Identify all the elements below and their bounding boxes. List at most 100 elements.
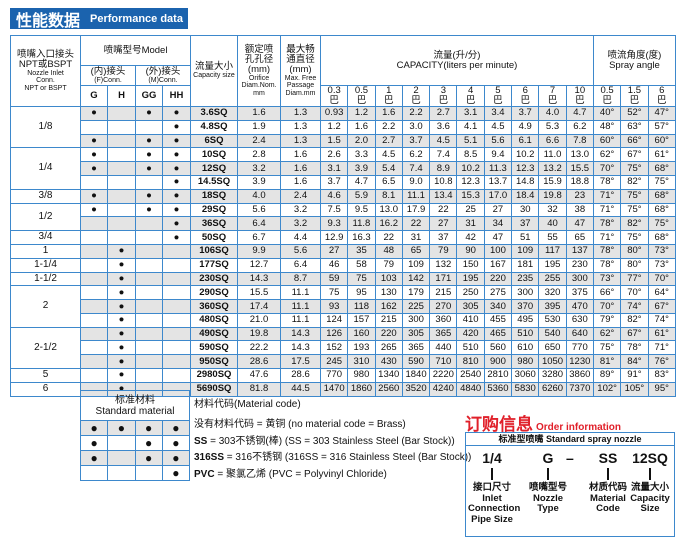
conn-hh-cell: ● [162,230,191,245]
capacity-cell: 4.6 [319,188,349,204]
order-part-label: Type [537,503,559,515]
passage-cell: 1.3 [280,105,321,121]
header-angle-pressure: 1.5 巴 [620,85,649,107]
conn-gg-cell: ● [135,133,163,149]
capacity-cell: 540 [538,326,567,342]
capacity-cell: 3.1 [456,105,485,121]
available-dot-icon: ● [173,148,180,160]
capacity-cell: 590 [401,354,431,370]
header-orifice: 额定喷 孔孔径 (mm) Orifice Diam.Nom. mm [237,35,281,107]
order-part-label: Pipe Size [471,513,513,525]
capacity-cell: 31 [401,230,431,245]
order-part: 12SQ 流量大小 Capacity Size [626,450,674,515]
available-dot-icon: ● [90,436,98,450]
capacity-cell: 79 [374,257,403,273]
model-cell: 4.8SQ [190,119,238,135]
angle-cell: 79° [592,312,622,328]
capacity-cell: 5830 [511,381,540,397]
conn-h-cell: ● [107,299,136,314]
material-row: ● ● ● [79,435,191,451]
capacity-cell: 4.5 [429,133,458,149]
header-conn-hh: HH [162,85,191,107]
capacity-cell: 65 [401,243,431,259]
capacity-cell: 3.4 [483,105,513,121]
orifice-cell: 6.4 [237,216,281,232]
header-pressure: 0.3 巴 [319,85,349,107]
angle-cell: 47° [647,105,676,121]
capacity-cell: 193 [347,340,376,356]
conn-gg-cell [135,271,163,287]
capacity-cell: 5.1 [456,133,485,149]
material-cell [107,450,136,466]
table-row: 1 ● 106SQ 9.9 5.6 27 35 48 65 79 90 100 109 117 137 78°… [10,243,676,259]
pressure-value: 1 [386,85,392,96]
capacity-cell: 4.9 [511,119,540,135]
capacity-cell: 310 [347,354,376,370]
capacity-cell: 59 [319,271,349,287]
standard-material-table: 标准材料 Standard material ● ● ● ● ● ● ● ● ● ● ● [79,390,191,481]
table-row: 3/4 ● 50SQ 6.7 4.4 12.9 16.3 22 31 37 42 47 51 55 65 71… [10,230,676,245]
capacity-cell: 255 [538,271,567,287]
header-line: (F)Conn. [94,76,122,84]
header-pressure: 0.5 巴 [347,85,376,107]
capacity-cell: 1.2 [319,119,349,135]
capacity-cell: 900 [483,354,513,370]
capacity-cell: 305 [401,326,431,342]
available-dot-icon: ● [173,217,180,229]
header-model: 喷嘴型号Model [80,35,191,66]
available-dot-icon: ● [146,134,152,146]
conn-hh-cell [162,299,191,314]
capacity-cell: 118 [347,299,376,314]
capacity-cell: 370 [511,299,540,314]
available-dot-icon: ● [145,436,153,450]
capacity-cell: 1840 [401,368,431,383]
capacity-cell: 90 [456,243,485,259]
capacity-cell: 3.9 [347,161,376,176]
header-line: (外)接头 [145,65,181,77]
pressure-value: 4 [467,85,474,96]
table-row: ● 4.8SQ 1.9 1.3 1.2 1.6 2.2 3.0 3.6 4.1 4.5 4.9 5.3 6… [11,119,676,135]
capacity-cell: 100 [483,243,513,259]
capacity-cell: 12.3 [456,174,485,190]
angle-cell: 71° [592,230,622,245]
orifice-cell: 1.6 [237,105,281,121]
capacity-cell: 640 [565,326,594,342]
capacity-cell: 3.7 [319,174,349,190]
angle-cell: 71° [592,202,622,218]
table-row: ● ● ● 6SQ 2.4 1.3 1.5 2.0 2.7 3.7 4.5 5.1 5.6 6.1 6.6 7… [11,133,676,149]
pressure-unit: 巴 [465,94,476,106]
capacity-cell: 420 [456,326,485,342]
material-code-legend: 材料代码(Material code) 没有材料代码 = 黄铜 (no mater… [194,400,471,486]
capacity-cell: 130 [374,285,403,301]
conn-hh-cell: ● [162,133,191,149]
capacity-cell: 3280 [538,368,567,383]
capacity-cell: 320 [538,285,567,301]
capacity-cell: 103 [374,271,403,287]
header-line: (内)接头 [90,65,126,77]
angle-cell: 70° [620,285,649,301]
conn-g-cell [80,230,108,245]
conn-hh-cell: ● [162,174,191,190]
capacity-cell: 95 [347,285,376,301]
angle-cell: 70° [592,299,622,314]
header-line: 流量大小 [194,61,233,73]
available-dot-icon: ● [172,466,180,480]
header-line: 喷嘴入口接头 [16,48,74,60]
conn-h-cell: ● [107,340,136,356]
capacity-cell: 16.3 [347,230,376,245]
conn-gg-cell [135,257,163,273]
capacity-cell: 2.2 [374,119,403,135]
header-line: Diam.mm [285,89,316,97]
angle-cell: 48° [592,119,622,135]
angle-cell: 73° [592,271,622,287]
capacity-cell: 3.7 [511,105,540,121]
pressure-unit: 巴 [383,94,394,106]
capacity-cell: 300 [565,271,594,287]
passage-cell: 11.1 [280,285,321,301]
angle-cell: 62° [592,326,622,342]
angle-cell: 81° [592,354,622,370]
pressure-unit: 巴 [493,94,503,106]
capacity-cell: 18.4 [511,188,540,204]
header-line: Spray angle [609,59,660,71]
